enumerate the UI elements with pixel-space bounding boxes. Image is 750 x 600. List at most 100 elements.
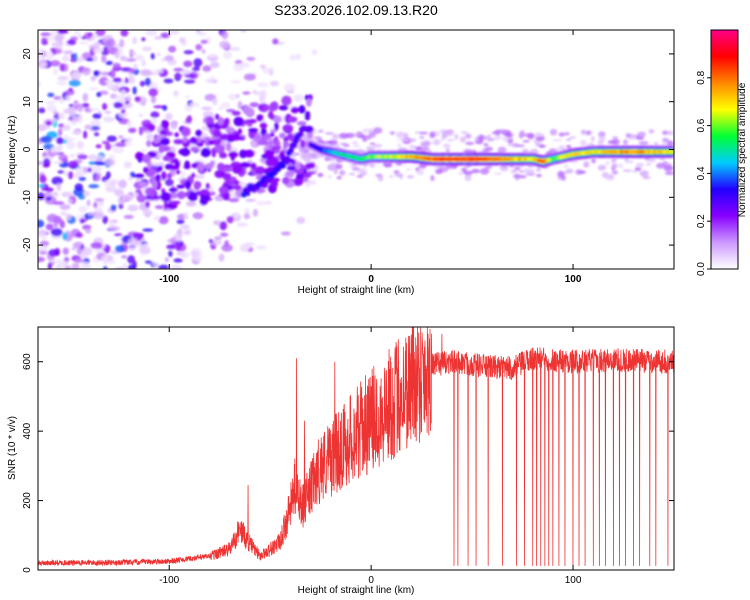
spectrogram-cluster-blob [231, 110, 241, 116]
spectrogram-noise-blob [79, 218, 86, 224]
colorbar-ticks: 0.0 0.2 0.4 0.6 0.8 [696, 70, 711, 276]
spectrogram-noise-blob [328, 139, 338, 146]
spectrogram-noise-blob [471, 168, 480, 174]
spectrogram-noise-blob [579, 170, 587, 174]
spectrogram-noise-blob [94, 206, 103, 213]
spectrogram-noise-blob [631, 170, 638, 173]
spectrogram-noise-blob [188, 102, 201, 108]
spectrogram-noise-blob [61, 55, 70, 62]
spectrogram-noise-blob [47, 92, 55, 98]
spectrogram-noise-blob [78, 176, 86, 181]
spectrogram-noise-blob [317, 172, 324, 178]
spectrogram-noise-blob [311, 49, 318, 56]
spectrogram-noise-blob [306, 180, 317, 185]
spectrogram-noise-blob [127, 120, 132, 128]
spectrogram-noise-blob [140, 69, 152, 77]
spectrogram-cluster-blob [204, 163, 214, 170]
spectrogram-noise-blob [421, 142, 431, 147]
spectrogram-noise-blob [145, 30, 158, 36]
spectrogram-noise-blob [265, 141, 275, 149]
spectrogram-cluster-blob [188, 192, 198, 202]
spectrogram-noise-blob [76, 247, 82, 255]
spectrogram-noise-blob [62, 125, 69, 129]
snr-x-ticks: -100 0 100 [159, 327, 582, 586]
spectrogram-noise-blob [590, 135, 595, 142]
spectrogram-noise-blob [114, 51, 120, 59]
spectrogram-noise-blob [598, 135, 606, 143]
spectrogram-noise-blob [327, 175, 332, 178]
spectrogram-noise-blob [518, 170, 525, 173]
spectrogram-noise-blob [181, 251, 190, 259]
spectrogram-noise-blob [331, 133, 339, 140]
spectrogram-cluster-blob [196, 137, 202, 143]
spectrogram-noise-blob [51, 176, 63, 185]
spectrogram-noise-blob [114, 233, 123, 237]
spectrogram-noise-blob [565, 168, 574, 174]
spectrogram-noise-blob [71, 262, 79, 269]
spectrogram-noise-blob [141, 59, 146, 67]
spectrogram-noise-blob [139, 80, 146, 87]
spectrogram-noise-blob [201, 106, 213, 111]
spectrogram-cluster-blob [134, 173, 145, 179]
spectrogram-noise-blob [219, 221, 228, 231]
spectrogram-noise-blob [101, 255, 109, 263]
spectrogram-noise-blob [563, 164, 569, 168]
spectrogram-noise-blob [538, 145, 547, 148]
spectrogram-noise-blob [102, 215, 109, 224]
spectrogram-noise-blob [67, 171, 74, 180]
colorbar-tick-label: 0.4 [696, 166, 707, 180]
spectrogram-noise-blob [612, 138, 620, 146]
spectrogram-noise-blob [68, 87, 73, 92]
spectrogram-cluster-blob [270, 132, 275, 138]
spectrogram-noise-blob [122, 194, 134, 201]
spectrogram-cluster-blob [185, 180, 191, 190]
spectrogram-noise-blob [87, 212, 98, 216]
spectrogram-noise-blob [566, 144, 572, 149]
spectrogram-noise-blob [128, 75, 135, 84]
spectrogram-cluster-blob [195, 129, 203, 137]
spectrogram-cluster-blob [225, 142, 232, 152]
spectrogram-noise-blob [637, 131, 646, 138]
spectrogram-noise-blob [38, 107, 46, 114]
spectrogram-noise-blob [611, 170, 619, 175]
spectrogram-noise-blob [351, 141, 359, 145]
spectrogram-noise-blob [141, 37, 146, 42]
spectrogram-noise-blob [70, 121, 78, 126]
spectrogram-noise-blob [421, 146, 430, 151]
spectrogram-cluster-blob [286, 165, 298, 171]
spectrogram-cluster-blob [168, 187, 178, 193]
spectrogram-noise-blob [45, 120, 52, 126]
spectrogram-noise-blob [190, 250, 200, 258]
spectrogram-noise-blob [63, 256, 70, 263]
spectrogram-noise-blob [83, 191, 89, 198]
spectrogram-noise-blob [308, 153, 318, 159]
spectrogram-noise-blob [173, 90, 179, 97]
snr-y-tick-label: 600 [22, 353, 33, 370]
spectrogram-cluster-blob [162, 155, 171, 162]
spectrogram-noise-blob [259, 64, 266, 69]
spectrogram-noise-blob [239, 244, 251, 250]
spectrogram-noise-blob [90, 119, 101, 128]
spectrogram-noise-blob [464, 174, 472, 182]
spectrogram-noise-blob [484, 165, 493, 169]
spectrogram-noise-blob [580, 129, 587, 135]
spectrogram-cluster-blob [233, 184, 242, 191]
spectrogram-noise-blob [519, 174, 527, 179]
spectrogram-noise-blob [351, 167, 360, 171]
spectrogram-noise-blob [246, 56, 256, 62]
spectrogram-noise-blob [295, 53, 301, 60]
spectrogram-cluster-blob [138, 126, 144, 136]
spectrogram-cluster-blob [219, 152, 228, 159]
spectrogram-noise-blob [122, 262, 127, 269]
spectrogram-cluster-blob [191, 173, 196, 178]
spectrogram-cluster-blob [160, 192, 172, 202]
spectrogram-cluster-blob [143, 166, 149, 174]
spectrogram-noise-blob [50, 118, 60, 122]
spectrogram-noise-blob [501, 136, 510, 142]
spectrogram-noise-blob [52, 160, 64, 165]
spectrogram-noise-blob [114, 188, 124, 197]
spectrogram-noise-blob [252, 208, 258, 217]
spectrogram-noise-blob [150, 95, 157, 104]
spectrogram-noise-blob [514, 166, 521, 171]
